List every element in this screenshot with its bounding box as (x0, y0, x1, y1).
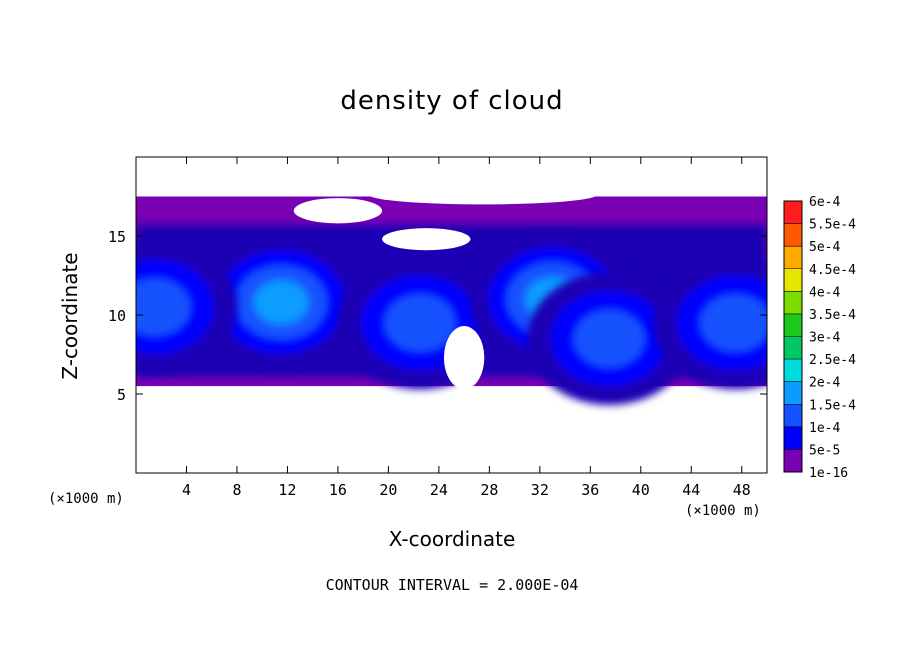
core-level (574, 310, 645, 368)
x-tick: 48 (733, 157, 751, 499)
x-tick-label: 4 (182, 481, 191, 499)
cloud-core (653, 256, 767, 390)
y-tick: 10 (108, 307, 767, 325)
colorbar-swatch (784, 291, 802, 314)
colorbar-swatch (784, 201, 802, 224)
colorbar-swatch (784, 449, 802, 472)
clear-air-gap (382, 228, 471, 251)
colorbar-label: 1.5e-4 (809, 398, 856, 413)
x-tick-label: 8 (232, 481, 241, 499)
x-axis-label: X-coordinate (388, 527, 516, 551)
colorbar: 1e-16 5e-5 1e-4 1.5e-4 2e-4 2.5e-4 3e-4 3.5e-4 4… (783, 195, 856, 481)
x-tick: 20 (379, 157, 397, 499)
clear-air-gap (443, 326, 485, 390)
colorbar-label: 5e-5 (809, 443, 840, 458)
colorbar-label: 2.5e-4 (809, 353, 856, 368)
x-tick: 16 (329, 157, 347, 499)
x-tick-label: 16 (329, 481, 347, 499)
x-tick: 44 (682, 157, 700, 499)
x-tick-label: 48 (733, 481, 751, 499)
x-tick: 36 (581, 157, 599, 499)
colorbar-swatch (784, 359, 802, 382)
x-axis-ticks: 4 8 12 16 20 24 28 32 36 40 44 48 (182, 157, 751, 499)
colorbar-swatch (784, 404, 802, 427)
x-tick: 24 (430, 157, 448, 499)
contour-interval-note: CONTOUR INTERVAL = 2.000E-04 (325, 576, 579, 594)
x-tick: 32 (531, 157, 549, 499)
x-tick-label: 36 (581, 481, 599, 499)
colorbar-label: 4.5e-4 (809, 263, 856, 278)
x-tick-label: 32 (531, 481, 549, 499)
y-tick-label: 10 (108, 307, 126, 325)
colorbar-swatch (784, 381, 802, 405)
x-unit-label-left: (×1000 m) (48, 491, 124, 507)
y-axis-ticks: 5 10 15 (108, 228, 767, 404)
cloud-density-field (136, 185, 767, 406)
clear-air-gap (293, 198, 383, 224)
x-tick: 8 (232, 157, 241, 499)
x-tick-label: 20 (379, 481, 397, 499)
colorbar-swatch (784, 426, 802, 450)
colorbar-swatch (784, 313, 802, 337)
colorbar-label: 1e-4 (809, 421, 840, 436)
x-tick: 40 (632, 157, 650, 499)
colorbar-label: 3.5e-4 (809, 308, 856, 323)
core-level (700, 294, 767, 352)
colorbar-label: 5.5e-4 (809, 218, 856, 233)
y-axis-label: Z-coordinate (58, 252, 82, 380)
x-unit-label-right: (×1000 m) (685, 503, 761, 519)
cloud-core (527, 272, 692, 406)
colorbar-label: 1e-16 (809, 466, 848, 481)
cloud-core (199, 235, 364, 369)
y-tick: 15 (108, 228, 767, 246)
core-level (384, 294, 456, 352)
x-tick-label: 12 (278, 481, 296, 499)
y-tick-label: 5 (117, 386, 126, 404)
core-level (136, 278, 191, 336)
x-tick-label: 28 (480, 481, 498, 499)
x-tick-label: 44 (682, 481, 700, 499)
cloud-core (136, 240, 237, 374)
x-tick: 12 (278, 157, 296, 499)
colorbar-swatch (784, 246, 802, 269)
colorbar-swatch (784, 223, 802, 247)
colorbar-label: 4e-4 (809, 285, 840, 300)
colorbar-label: 5e-4 (809, 240, 840, 255)
x-tick: 4 (182, 157, 191, 499)
y-tick-label: 15 (108, 228, 126, 246)
colorbar-swatch (784, 336, 802, 360)
colorbar-label: 3e-4 (809, 331, 840, 346)
colorbar-label: 2e-4 (809, 376, 840, 391)
x-tick-label: 24 (430, 481, 448, 499)
colorbar-swatch (784, 268, 802, 292)
colorbar-label: 6e-4 (809, 195, 840, 210)
clear-air-gap (369, 185, 597, 205)
chart-title: density of cloud (340, 86, 564, 116)
x-tick: 28 (480, 157, 498, 499)
x-tick-label: 40 (632, 481, 650, 499)
core-level (253, 280, 309, 325)
y-tick: 5 (117, 386, 767, 404)
